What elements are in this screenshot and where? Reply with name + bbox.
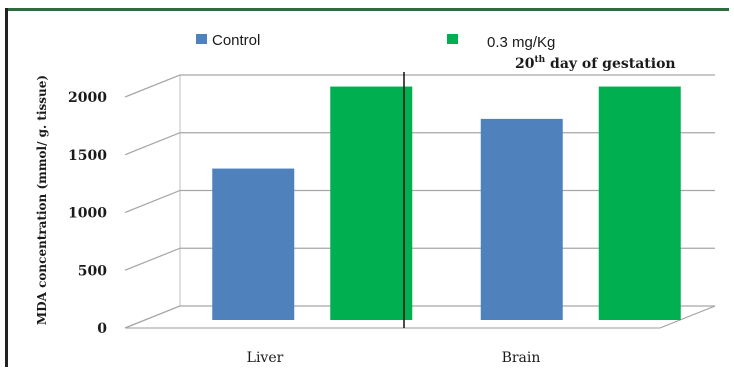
annotation-day-number: 20 [515,56,535,72]
y-tick-label: 1000 [68,206,107,222]
y-tick-label: 2000 [68,90,107,106]
y-tick-label: 500 [78,263,107,279]
gestation-annotation: 20th day of gestation [515,55,676,72]
bar-liver-control [212,168,295,320]
bar-brain-treatment [598,86,681,320]
y-axis-ticks: 0 500 1000 1500 2000 [68,90,107,337]
legend-label-treatment: 0.3 mg/Kg [487,34,555,51]
chart-border-left [5,8,8,367]
chart-border-top [5,8,729,11]
legend-swatch-control [196,34,207,44]
bar-brain-control [480,118,563,320]
bars [212,86,681,320]
annotation-superscript: th [534,55,545,65]
y-tick-label: 0 [97,321,107,337]
x-category-label-brain: Brain [502,350,541,366]
legend-swatch-treatment [447,34,458,44]
y-tick-label: 1500 [68,148,107,164]
legend: Control 0.3 mg/Kg [196,32,555,51]
bar-liver-treatment [330,86,413,320]
x-axis-categories: Liver Brain [247,350,541,366]
y-axis-label: MDA concentration (mmol/ g. tissue) [35,75,49,325]
x-category-label-liver: Liver [247,350,284,366]
legend-label-control: Control [212,32,260,49]
gridline [124,74,715,98]
annotation-text: day of gestation [545,56,675,72]
